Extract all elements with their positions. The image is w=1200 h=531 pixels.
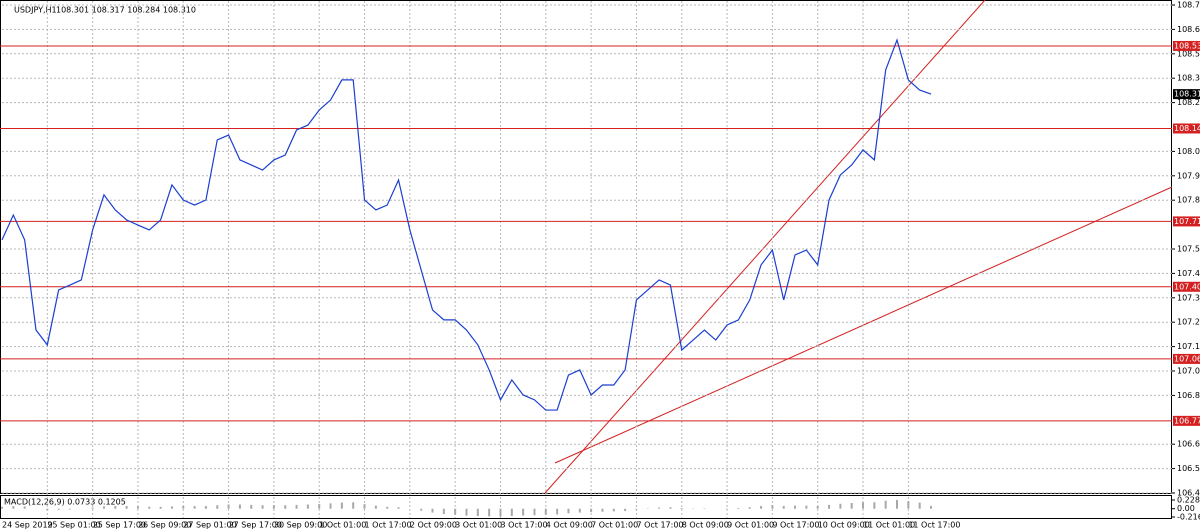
x-tick-label: 8 Oct 09:00 <box>682 521 729 530</box>
level-label: 107.062 <box>1174 354 1200 363</box>
x-tick-label: 11 Oct 01:00 <box>863 521 915 530</box>
level-label: 107.402 <box>1174 282 1200 291</box>
x-tick-label: 3 Oct 01:00 <box>455 521 502 530</box>
x-tick-label: 11 Oct 17:00 <box>908 521 960 530</box>
x-tick-label: 3 Oct 17:00 <box>500 521 547 530</box>
y-tick-label: 106.660 <box>1177 440 1200 449</box>
macd-tick-label: 0.00 <box>1177 504 1195 513</box>
price-label: 108.310 <box>1174 90 1200 99</box>
macd-panel <box>0 495 1172 519</box>
macd-tick-label: 0.2282 <box>1177 496 1200 505</box>
x-tick-label: 1 Oct 01:00 <box>319 521 366 530</box>
x-tick-label: 26 Sep 09:00 <box>138 521 191 530</box>
y-tick-label: 107.350 <box>1177 293 1200 302</box>
level-box <box>1173 123 1200 134</box>
y-tick-label: 107.810 <box>1177 196 1200 205</box>
x-tick-label: 1 Oct 17:00 <box>365 521 412 530</box>
y-tick-label: 106.890 <box>1177 391 1200 400</box>
y-tick-label: 107.235 <box>1177 318 1200 327</box>
x-tick-label: 25 Sep 01:00 <box>47 521 100 530</box>
price-line <box>1 38 932 411</box>
level-box <box>1173 415 1200 426</box>
level-box <box>1173 40 1200 51</box>
x-tick-label: 27 Sep 01:00 <box>183 521 236 530</box>
level-box <box>1173 281 1200 292</box>
x-tick-label: 7 Oct 17:00 <box>636 521 683 530</box>
x-tick-label: 25 Sep 17:00 <box>93 521 146 530</box>
x-tick-label: 7 Oct 01:00 <box>591 521 638 530</box>
y-tick-label: 108.270 <box>1177 98 1200 107</box>
y-tick-label: 107.925 <box>1177 171 1200 180</box>
y-tick-label: 108.730 <box>1177 1 1200 10</box>
x-tick-label: 9 Oct 17:00 <box>772 521 819 530</box>
x-tick-label: 24 Sep 2019 <box>2 521 53 530</box>
x-tick-label: 9 Oct 01:00 <box>727 521 774 530</box>
price-box <box>1173 89 1200 100</box>
y-tick-label: 106.430 <box>1177 489 1200 498</box>
y-tick-label: 108.385 <box>1177 74 1200 83</box>
x-tick-label: 30 Sep 09:00 <box>274 521 327 530</box>
level-label: 107.710 <box>1174 217 1200 226</box>
x-tick-label: 2 Oct 09:00 <box>410 521 457 530</box>
y-tick-label: 106.545 <box>1177 464 1200 473</box>
level-label: 108.148 <box>1174 124 1200 133</box>
x-tick-label: 10 Oct 09:00 <box>818 521 870 530</box>
y-tick-label: 107.465 <box>1177 269 1200 278</box>
symbol: USDJPY,H1 <box>14 6 57 15</box>
level-label: 108.537 <box>1174 41 1200 50</box>
y-tick-label: 108.500 <box>1177 49 1200 58</box>
macd-tick-label: -0.2168 <box>1177 513 1200 522</box>
y-tick-label: 108.615 <box>1177 25 1200 34</box>
x-tick-label: 27 Sep 17:00 <box>229 521 282 530</box>
quote: 108.301 108.317 108.284 108.310 <box>56 6 196 15</box>
level-box <box>1173 353 1200 364</box>
y-tick-label: 108.040 <box>1177 147 1200 156</box>
level-label: 106.770 <box>1174 416 1200 425</box>
x-tick-label: 4 Oct 09:00 <box>546 521 593 530</box>
y-tick-label: 107.120 <box>1177 342 1200 351</box>
macd-label: MACD(12,26,9) 0.0733 0.1205 <box>4 498 126 507</box>
y-tick-label: 107.005 <box>1177 367 1200 376</box>
level-box <box>1173 216 1200 227</box>
y-tick-label: 107.580 <box>1177 245 1200 254</box>
price-panel <box>0 0 1172 494</box>
